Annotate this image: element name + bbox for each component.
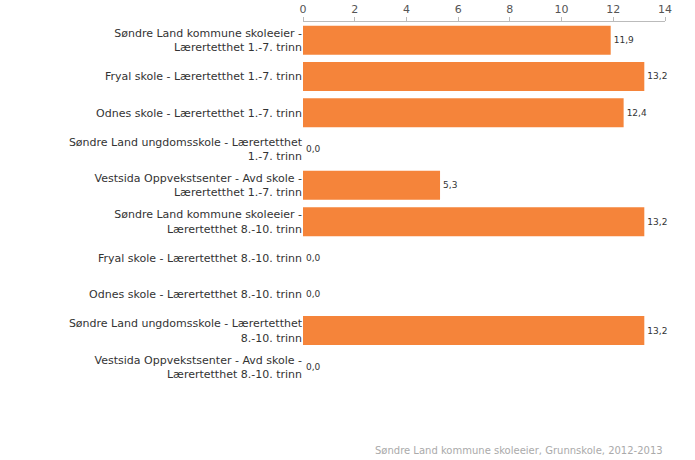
svg-text:13,2: 13,2 xyxy=(647,71,667,81)
svg-text:Odnes skole - Lærertetthet 1.-: Odnes skole - Lærertetthet 1.-7. trinn xyxy=(96,107,302,120)
svg-text:0,0: 0,0 xyxy=(306,289,321,299)
svg-text:0: 0 xyxy=(300,3,307,16)
svg-text:0,0: 0,0 xyxy=(306,362,321,372)
svg-text:Fryal skole - Lærertetthet 8.-: Fryal skole - Lærertetthet 8.-10. trinn xyxy=(98,252,302,265)
svg-text:Søndre Land ungdomsskole - Lær: Søndre Land ungdomsskole - Lærertetthet1… xyxy=(69,136,303,163)
svg-text:13,2: 13,2 xyxy=(647,326,667,336)
svg-text:5,3: 5,3 xyxy=(443,180,457,190)
svg-text:12,4: 12,4 xyxy=(627,108,647,118)
svg-text:4: 4 xyxy=(403,3,410,16)
svg-text:8: 8 xyxy=(506,3,513,16)
svg-text:Vestsida Oppvekstsenter - Avd: Vestsida Oppvekstsenter - Avd skole -Lær… xyxy=(95,354,302,381)
svg-text:2: 2 xyxy=(351,3,358,16)
svg-text:12: 12 xyxy=(606,3,620,16)
svg-text:10: 10 xyxy=(555,3,569,16)
svg-text:0,0: 0,0 xyxy=(306,253,321,263)
svg-text:Søndre Land kommune skoleeier: Søndre Land kommune skoleeier -Lærertett… xyxy=(114,208,302,235)
svg-text:Søndre Land kommune skoleeier,: Søndre Land kommune skoleeier, Grunnskol… xyxy=(375,445,663,456)
svg-text:6: 6 xyxy=(455,3,462,16)
svg-text:Fryal skole - Lærertetthet 1.-: Fryal skole - Lærertetthet 1.-7. trinn xyxy=(105,70,302,83)
svg-text:11,9: 11,9 xyxy=(614,35,634,45)
svg-text:Søndre Land ungdomsskole - Lær: Søndre Land ungdomsskole - Lærertetthet8… xyxy=(69,317,303,344)
svg-text:14: 14 xyxy=(658,3,672,16)
svg-text:13,2: 13,2 xyxy=(647,217,667,227)
svg-text:Odnes skole - Lærertetthet 8.-: Odnes skole - Lærertetthet 8.-10. trinn xyxy=(89,288,302,301)
svg-text:0,0: 0,0 xyxy=(306,144,321,154)
svg-text:Vestsida Oppvekstsenter - Avd: Vestsida Oppvekstsenter - Avd skole -Lær… xyxy=(95,172,302,199)
svg-text:Søndre Land kommune skoleeier: Søndre Land kommune skoleeier -Lærertett… xyxy=(114,27,302,54)
